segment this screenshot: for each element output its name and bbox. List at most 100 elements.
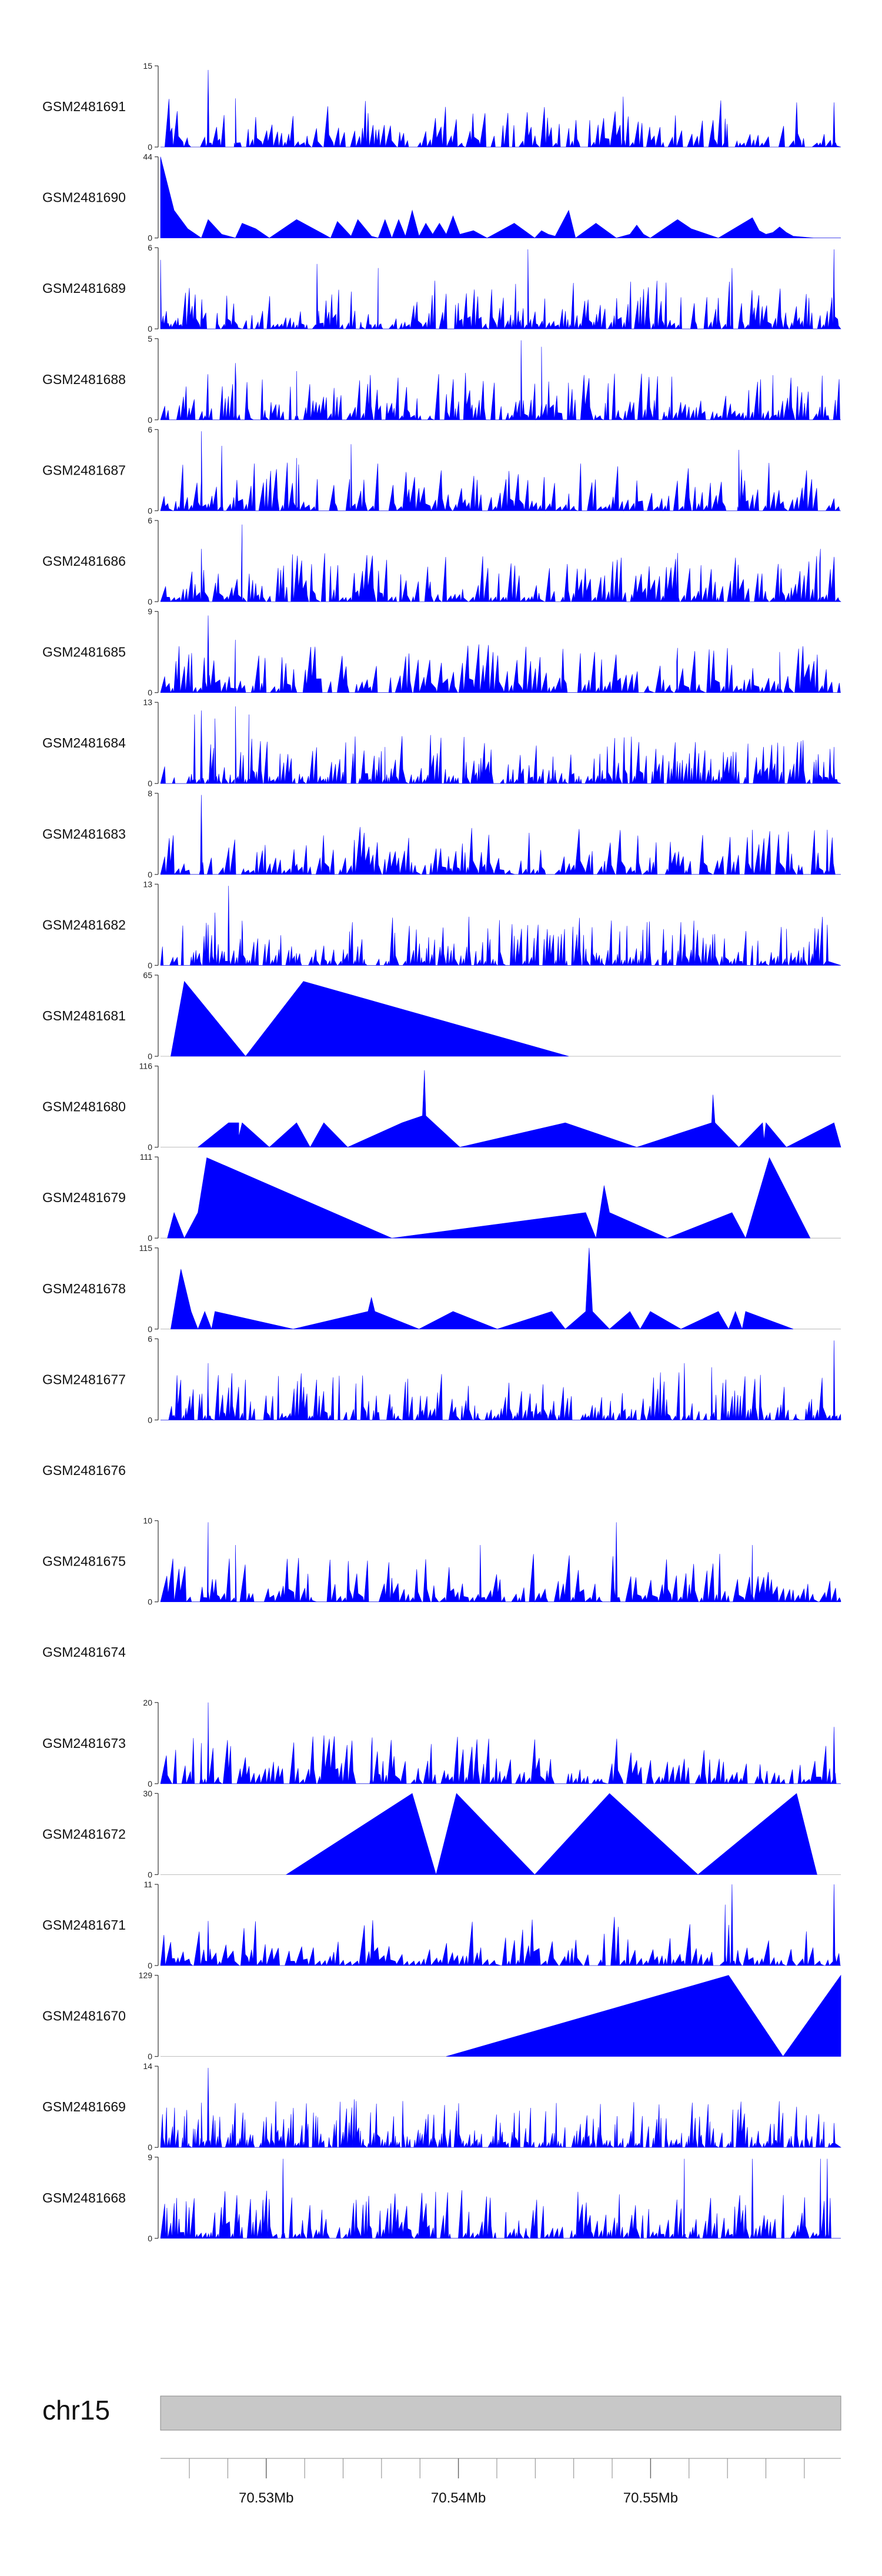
- y-min-label: 0: [148, 1143, 152, 1152]
- track-GSM2481671: GSM2481671 11 0: [42, 1880, 841, 1970]
- signal-area: [160, 1522, 841, 1603]
- track-GSM2481689: GSM2481689 6 0: [42, 243, 841, 333]
- track-GSM2481681: GSM2481681 65 0: [42, 970, 841, 1061]
- track-label: GSM2481673: [42, 1736, 126, 1751]
- signal-area: [160, 1702, 841, 1784]
- track-GSM2481685: GSM2481685 9 0: [42, 607, 841, 698]
- track-GSM2481688: GSM2481688 5 0: [42, 334, 841, 425]
- track-label: GSM2481676: [42, 1463, 126, 1478]
- y-max-label: 6: [148, 425, 152, 434]
- y-max-label: 11: [143, 1880, 152, 1889]
- y-max-label: 5: [148, 334, 152, 343]
- y-min-label: 0: [148, 1779, 152, 1788]
- track-label: GSM2481675: [42, 1554, 126, 1569]
- track-label: GSM2481685: [42, 645, 126, 660]
- track-GSM2481691: GSM2481691 15 0: [42, 61, 841, 152]
- track-GSM2481675: GSM2481675 10 0: [42, 1516, 841, 1607]
- position-tick-label: 70.53Mb: [239, 2490, 293, 2506]
- y-max-label: 9: [148, 2153, 152, 2162]
- track-GSM2481678: GSM2481678 115 0: [42, 1243, 841, 1334]
- track-label: GSM2481669: [42, 2099, 126, 2114]
- y-min-label: 0: [148, 2143, 152, 2152]
- signal-area: [161, 1340, 841, 1421]
- track-GSM2481687: GSM2481687 6 0: [42, 425, 841, 515]
- signal-area: [171, 980, 569, 1057]
- signal-area: [285, 1793, 817, 1876]
- track-GSM2481669: GSM2481669 14 0: [42, 2061, 841, 2152]
- track-label: GSM2481672: [42, 1826, 126, 1841]
- track-GSM2481679: GSM2481679 111 0: [42, 1152, 841, 1243]
- signal-area: [160, 615, 841, 693]
- track-label: GSM2481686: [42, 553, 126, 569]
- track-label: GSM2481690: [42, 190, 126, 205]
- track-label: GSM2481691: [42, 99, 126, 114]
- y-max-label: 65: [143, 970, 152, 980]
- track-GSM2481684: GSM2481684 13 0: [42, 698, 841, 788]
- signal-area: [446, 1974, 841, 2057]
- track-label: GSM2481689: [42, 281, 126, 296]
- track-GSM2481673: GSM2481673 20 0: [42, 1698, 841, 1788]
- y-max-label: 116: [139, 1062, 153, 1071]
- track-label: GSM2481677: [42, 1372, 126, 1387]
- track-label: GSM2481674: [42, 1644, 126, 1660]
- track-label: GSM2481670: [42, 2008, 126, 2024]
- y-min-label: 0: [148, 142, 152, 152]
- track-label: GSM2481683: [42, 826, 126, 842]
- track-GSM2481682: GSM2481682 13 0: [42, 879, 841, 970]
- signal-area: [160, 2067, 841, 2148]
- track-GSM2481677: GSM2481677 6 0: [42, 1334, 841, 1424]
- track-label: GSM2481678: [42, 1281, 126, 1296]
- ideogram-layer: chr15 70.53Mb 70.54Mb 70.55Mb: [42, 2395, 841, 2506]
- signal-area: [160, 886, 841, 966]
- y-max-label: 13: [143, 879, 152, 889]
- track-GSM2481668: GSM2481668 9 0: [42, 2153, 841, 2243]
- track-label: GSM2481688: [42, 372, 126, 387]
- y-max-label: 13: [143, 698, 152, 707]
- y-max-label: 111: [140, 1152, 152, 1162]
- y-min-label: 0: [148, 960, 152, 970]
- y-max-label: 15: [143, 61, 152, 71]
- y-min-label: 0: [148, 1324, 152, 1334]
- track-label: GSM2481671: [42, 1917, 126, 1933]
- signal-area: [160, 431, 841, 512]
- y-min-label: 0: [148, 1415, 152, 1424]
- track-GSM2481686: GSM2481686 6 0: [42, 516, 841, 606]
- y-min-label: 0: [148, 1233, 152, 1243]
- track-GSM2481683: GSM2481683 8 0: [42, 789, 841, 879]
- track-label: GSM2481668: [42, 2190, 126, 2205]
- position-tick-label: 70.55Mb: [623, 2490, 678, 2506]
- signal-area: [160, 2158, 841, 2239]
- track-label: GSM2481687: [42, 462, 126, 478]
- track-label: GSM2481679: [42, 1190, 126, 1205]
- track-GSM2481670: GSM2481670 129 0: [42, 1971, 841, 2061]
- y-max-label: 30: [143, 1788, 152, 1798]
- y-min-label: 0: [148, 506, 152, 515]
- signal-area: [160, 340, 841, 421]
- track-label: GSM2481681: [42, 1008, 126, 1023]
- track-GSM2481680: GSM2481680 116 0: [42, 1062, 841, 1152]
- y-min-label: 0: [148, 2052, 152, 2061]
- y-min-label: 0: [148, 1052, 152, 1061]
- signal-area: [160, 524, 841, 603]
- track-GSM2481676: GSM2481676: [42, 1463, 126, 1478]
- chromosome-ideogram: [160, 2395, 841, 2431]
- position-tick-label: 70.54Mb: [431, 2490, 486, 2506]
- y-max-label: 10: [143, 1516, 152, 1526]
- signal-area: [161, 69, 841, 148]
- y-min-label: 0: [148, 2234, 152, 2243]
- chromosome-label: chr15: [42, 2395, 110, 2425]
- signal-area: [160, 249, 841, 330]
- y-max-label: 6: [148, 516, 152, 525]
- signal-area: [197, 1070, 841, 1148]
- y-max-label: 6: [148, 243, 152, 252]
- track-GSM2481690: GSM2481690 44 0: [42, 152, 841, 243]
- y-max-label: 9: [148, 607, 152, 616]
- track-label: GSM2481680: [42, 1099, 126, 1115]
- tracks-layer: GSM2481691150GSM2481690440GSM248168960GS…: [42, 61, 841, 2243]
- y-max-label: 129: [139, 1971, 153, 1980]
- signal-area: [160, 795, 841, 875]
- signal-area: [160, 706, 841, 785]
- y-min-label: 0: [148, 870, 152, 879]
- track-label: GSM2481682: [42, 917, 126, 932]
